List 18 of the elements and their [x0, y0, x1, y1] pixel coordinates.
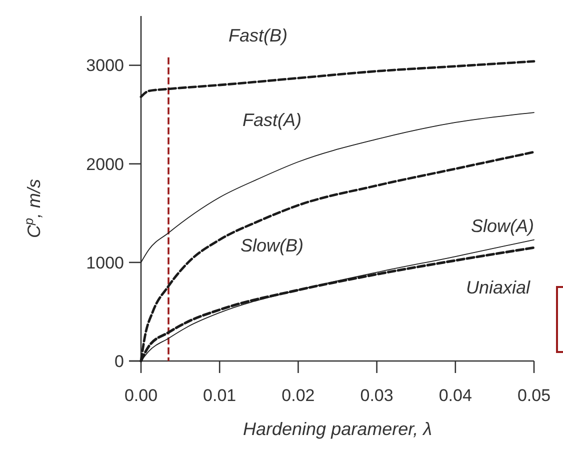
x-tick-label: 0.04 — [438, 386, 472, 405]
line-series — [140, 112, 534, 263]
series-label: Slow(B) — [240, 236, 304, 256]
x-axis-title: Hardening paramerer, λ — [243, 419, 432, 439]
series-label: Uniaxial — [466, 278, 531, 298]
x-tick-label: 0.02 — [282, 386, 315, 405]
x-tick-label: 0.03 — [360, 386, 394, 405]
y-tick-label: 3000 — [86, 56, 124, 76]
series-label: Slow(A) — [470, 216, 534, 236]
x-tick-label: 0.01 — [203, 386, 236, 405]
series-label: Fast(B) — [228, 26, 288, 46]
series-label: Fast(A) — [242, 110, 302, 130]
y-tick-label: 0 — [114, 352, 124, 371]
x-tick-label: 0.05 — [517, 386, 551, 405]
x-tick-label: 0.00 — [124, 386, 158, 405]
y-tick-label: 1000 — [86, 253, 124, 272]
line-series — [140, 60, 536, 98]
y-tick-label: 2000 — [86, 154, 124, 174]
